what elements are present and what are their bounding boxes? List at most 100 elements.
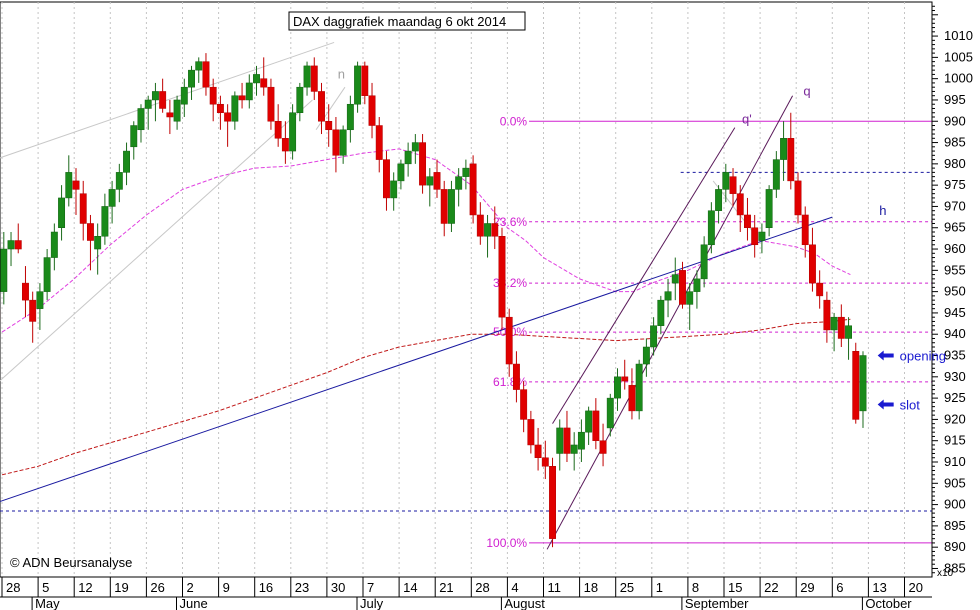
candle bbox=[404, 142, 412, 177]
candle bbox=[368, 82, 376, 139]
candle bbox=[852, 342, 860, 424]
candle-body bbox=[700, 244, 708, 280]
candle-body bbox=[859, 355, 867, 412]
candle-body bbox=[354, 65, 362, 105]
candle-body bbox=[22, 282, 29, 301]
annotation-label: n bbox=[338, 67, 345, 82]
candle-body bbox=[592, 410, 600, 441]
candle-body bbox=[512, 363, 520, 390]
candle-body bbox=[36, 291, 44, 309]
candle bbox=[765, 185, 773, 237]
y-tick-label: 915 bbox=[944, 433, 966, 448]
candle-body bbox=[505, 316, 513, 365]
candle bbox=[209, 78, 217, 122]
month-label: August bbox=[504, 596, 545, 610]
candle-body bbox=[462, 167, 470, 177]
y-tick-label: 890 bbox=[944, 539, 966, 554]
candle-body bbox=[296, 86, 304, 113]
copyright: © ADN Beursanalyse bbox=[10, 555, 132, 570]
candle-body bbox=[58, 197, 66, 228]
candle-body bbox=[830, 316, 838, 331]
candle-body bbox=[180, 86, 188, 105]
candle bbox=[397, 159, 405, 190]
y-tick-label: 1010 bbox=[944, 28, 973, 43]
candle-body bbox=[281, 138, 289, 152]
x-axis: 28 5 12 19 26 2 9 16 23 30 7 14 21 28 4 11 18 25 1 8 15 22 29 6… bbox=[0, 576, 932, 610]
candle bbox=[549, 457, 556, 548]
x-tick-label: 15 bbox=[728, 580, 742, 595]
long-moving-average bbox=[1, 318, 851, 476]
candle-body bbox=[29, 299, 37, 322]
candle bbox=[722, 163, 730, 203]
candle bbox=[671, 257, 679, 301]
candle bbox=[43, 249, 51, 301]
candle bbox=[715, 185, 723, 224]
candle bbox=[772, 151, 780, 198]
candle bbox=[274, 104, 282, 147]
candle bbox=[419, 134, 427, 194]
candle-body bbox=[650, 325, 658, 348]
candle bbox=[447, 180, 455, 232]
candle-body bbox=[520, 389, 528, 420]
candle-body bbox=[159, 91, 167, 109]
candle-body bbox=[707, 210, 715, 246]
candle-body bbox=[245, 82, 253, 101]
horizontal-lines bbox=[0, 171, 932, 512]
candle-body bbox=[94, 236, 102, 250]
candle-body bbox=[722, 172, 730, 190]
candle bbox=[332, 117, 340, 173]
candle bbox=[173, 95, 181, 130]
candle bbox=[816, 270, 824, 309]
candle bbox=[837, 304, 845, 347]
candle-body bbox=[614, 376, 621, 399]
candle bbox=[679, 261, 686, 309]
candle bbox=[469, 155, 477, 224]
month-label: May bbox=[35, 596, 60, 610]
candle-body bbox=[397, 163, 405, 182]
candle bbox=[801, 206, 809, 258]
candle bbox=[289, 104, 297, 160]
y-tick-label: 965 bbox=[944, 220, 966, 235]
candle-body bbox=[332, 129, 340, 156]
candle-body bbox=[808, 244, 816, 284]
candle-body bbox=[310, 65, 318, 92]
candle-body bbox=[772, 159, 780, 190]
candle bbox=[476, 202, 484, 245]
y-tick-label: 970 bbox=[944, 198, 966, 213]
candle-body bbox=[274, 121, 282, 139]
candle bbox=[29, 291, 37, 343]
candle bbox=[108, 180, 116, 224]
candle-body bbox=[621, 376, 629, 382]
candle bbox=[390, 172, 398, 211]
candle bbox=[22, 266, 29, 318]
candle-body bbox=[787, 138, 795, 182]
candle bbox=[58, 185, 66, 241]
candle-body bbox=[541, 457, 549, 467]
candle-body bbox=[346, 103, 354, 131]
y-tick-label: 905 bbox=[944, 475, 966, 490]
candle-body bbox=[549, 466, 556, 539]
candle bbox=[383, 151, 390, 211]
candle-body bbox=[318, 91, 325, 122]
candle-body bbox=[426, 176, 434, 186]
candle-body bbox=[65, 172, 73, 199]
candle bbox=[0, 232, 8, 305]
candle-body bbox=[375, 125, 383, 160]
candle bbox=[50, 223, 58, 271]
candle bbox=[303, 61, 311, 96]
candle bbox=[845, 317, 852, 360]
x-tick-label: 20 bbox=[909, 580, 923, 595]
candle bbox=[657, 295, 665, 335]
trend-line bbox=[552, 127, 736, 424]
candle-body bbox=[123, 150, 130, 173]
candle bbox=[780, 121, 788, 181]
candle-body bbox=[144, 99, 152, 109]
candle bbox=[79, 180, 87, 241]
x-tick-label: 26 bbox=[150, 580, 164, 595]
candle-body bbox=[758, 231, 766, 241]
candle bbox=[65, 155, 73, 207]
candle-body bbox=[751, 227, 759, 246]
y-tick-label: 955 bbox=[944, 262, 966, 277]
candle-body bbox=[628, 385, 636, 412]
candle-body bbox=[231, 95, 239, 122]
